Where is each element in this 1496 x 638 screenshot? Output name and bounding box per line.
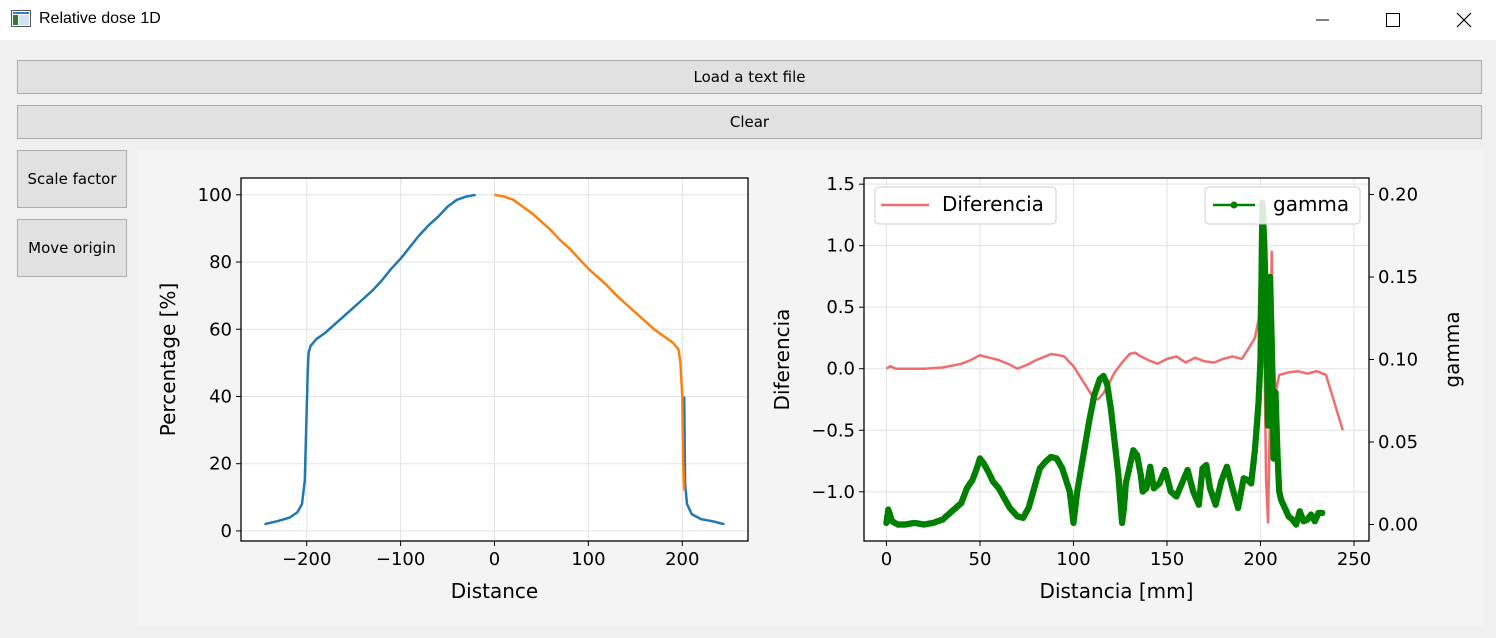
y-tick-label: 80 (209, 252, 232, 273)
axes-frame-left (240, 177, 749, 542)
plots-svg: −200 −100 0 100 200 0 20 40 60 80 100 Distance Perce… (156, 174, 1464, 603)
y-tick-label: 1.5 (826, 174, 855, 195)
close-icon (1456, 12, 1472, 28)
y-right-tick-label: 0.20 (1378, 185, 1418, 206)
y-tick-label: 0.5 (826, 297, 855, 318)
load-text-file-button[interactable]: Load a text file (17, 60, 1482, 94)
series-line-1 (494, 193, 686, 491)
x-tick-label: 150 (1150, 549, 1184, 570)
x-tick-label: 200 (665, 549, 699, 570)
axes-frame-right (863, 177, 1370, 542)
y-tick-label: 0.0 (826, 359, 855, 380)
x-tick-label: 200 (1243, 549, 1277, 570)
y-right-tick-label: 0.10 (1378, 350, 1418, 371)
legend-box (1204, 186, 1361, 225)
x-axis-label: Distance (451, 579, 538, 603)
y-axis-label: Diferencia (770, 309, 794, 411)
y-tick-label: 0 (221, 521, 232, 542)
legend-label: Diferencia (942, 192, 1044, 216)
y-tick-label: 100 (198, 185, 232, 206)
x-tick-label: 250 (1337, 549, 1371, 570)
legend-label: gamma (1273, 192, 1349, 216)
window-title: Relative dose 1D (39, 10, 161, 27)
clear-button[interactable]: Clear (17, 105, 1482, 139)
maximize-button[interactable] (1370, 0, 1416, 40)
y-tick-label: 20 (209, 454, 232, 475)
maximize-icon (1386, 13, 1400, 27)
x-tick-label: 100 (1056, 549, 1090, 570)
scale-factor-button[interactable]: Scale factor (17, 150, 127, 208)
y-tick-label: 40 (209, 386, 232, 407)
x-tick-label: 0 (489, 549, 500, 570)
close-button[interactable] (1441, 0, 1487, 40)
y-tick-label: −0.5 (811, 420, 855, 441)
y-tick-label: −1.0 (811, 482, 855, 503)
x-tick-label: −100 (376, 549, 425, 570)
y-right-axis-label: gamma (1440, 311, 1464, 387)
minimize-button[interactable] (1300, 0, 1346, 40)
y-axis-label: Percentage [%] (156, 283, 180, 436)
app-icon (11, 10, 31, 27)
x-tick-label: 100 (571, 549, 605, 570)
y-right-tick-label: 0.00 (1378, 515, 1418, 536)
plot-canvas: −200 −100 0 100 200 0 20 40 60 80 100 Distance Perce… (137, 150, 1483, 626)
x-axis-label: Distancia [mm] (1040, 579, 1194, 603)
legend-diferencia: Diferencia (874, 186, 1057, 225)
y-right-tick-label: 0.15 (1378, 267, 1418, 288)
minimize-icon (1316, 19, 1329, 21)
x-tick-label: −200 (282, 549, 331, 570)
y-tick-label: 60 (209, 319, 232, 340)
legend-box (874, 186, 1057, 225)
y-right-tick-label: 0.05 (1378, 432, 1418, 453)
y-tick-label: 1.0 (826, 236, 855, 257)
x-tick-label: 0 (881, 549, 892, 570)
x-tick-label: 50 (969, 549, 992, 570)
legend-gamma: gamma (1204, 186, 1361, 225)
move-origin-button[interactable]: Move origin (17, 219, 127, 277)
title-bar: Relative dose 1D (0, 0, 1496, 40)
gamma-marker (1319, 509, 1326, 517)
series-line-0 (264, 193, 725, 526)
legend-marker (1230, 201, 1238, 209)
